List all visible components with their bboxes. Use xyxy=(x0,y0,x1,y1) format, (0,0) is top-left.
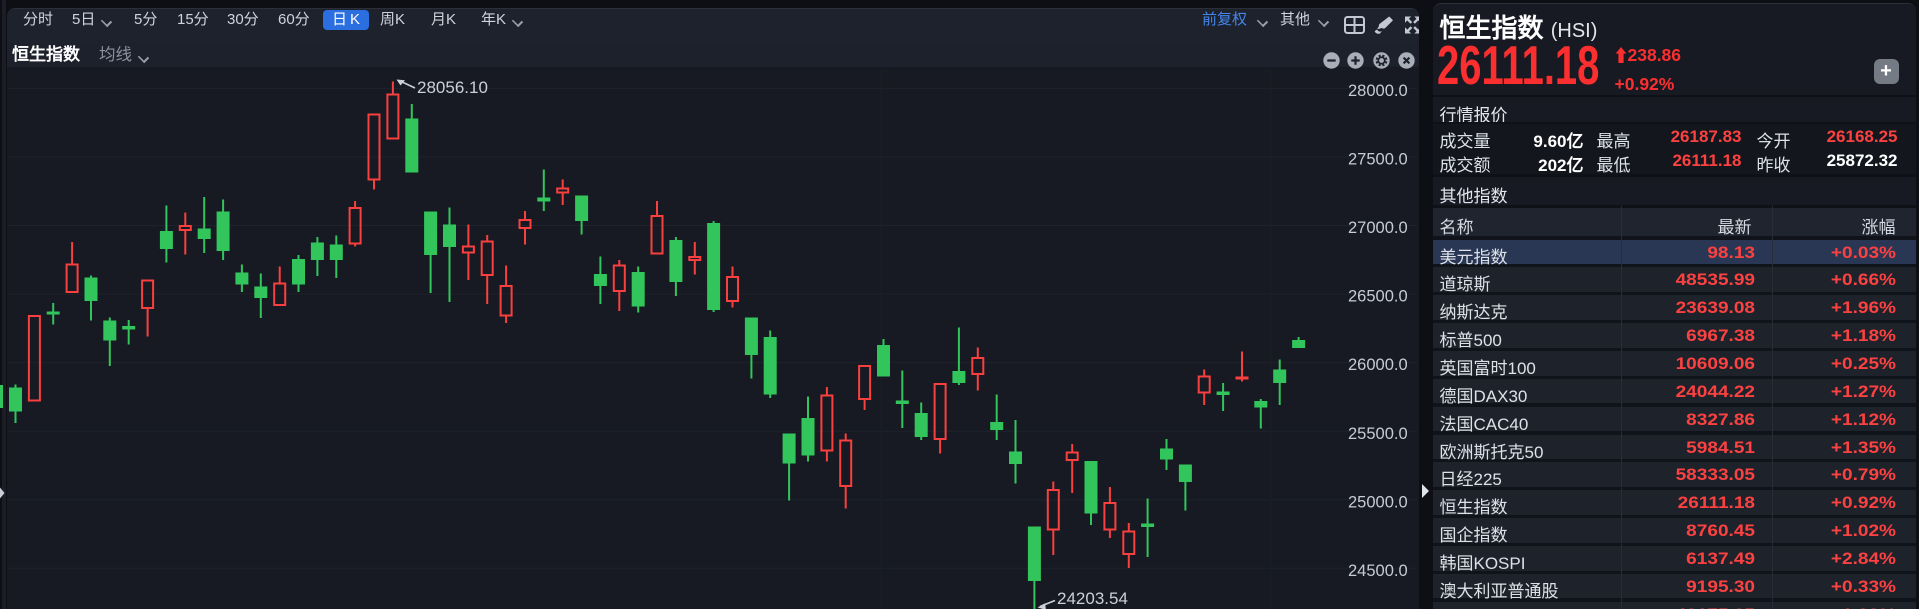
svg-text:27000.0: 27000.0 xyxy=(1348,219,1408,237)
svg-text:27500.0: 27500.0 xyxy=(1348,151,1408,169)
svg-text:26500.0: 26500.0 xyxy=(1348,288,1408,306)
svg-text:28056.10: 28056.10 xyxy=(417,78,488,97)
svg-text:25500.0: 25500.0 xyxy=(1348,425,1408,443)
svg-text:25000.0: 25000.0 xyxy=(1348,493,1408,511)
svg-text:26000.0: 26000.0 xyxy=(1348,356,1408,374)
svg-text:24500.0: 24500.0 xyxy=(1348,562,1408,580)
svg-text:24203.54: 24203.54 xyxy=(1057,589,1128,608)
svg-text:28000.0: 28000.0 xyxy=(1348,82,1408,100)
